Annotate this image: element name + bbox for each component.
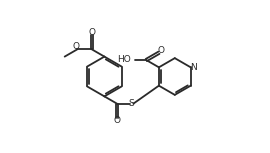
Text: O: O (113, 116, 120, 125)
Text: O: O (73, 42, 80, 51)
Text: HO: HO (117, 55, 131, 64)
Text: S: S (129, 99, 134, 108)
Text: N: N (190, 63, 197, 72)
Text: O: O (157, 47, 164, 55)
Text: O: O (88, 28, 95, 37)
